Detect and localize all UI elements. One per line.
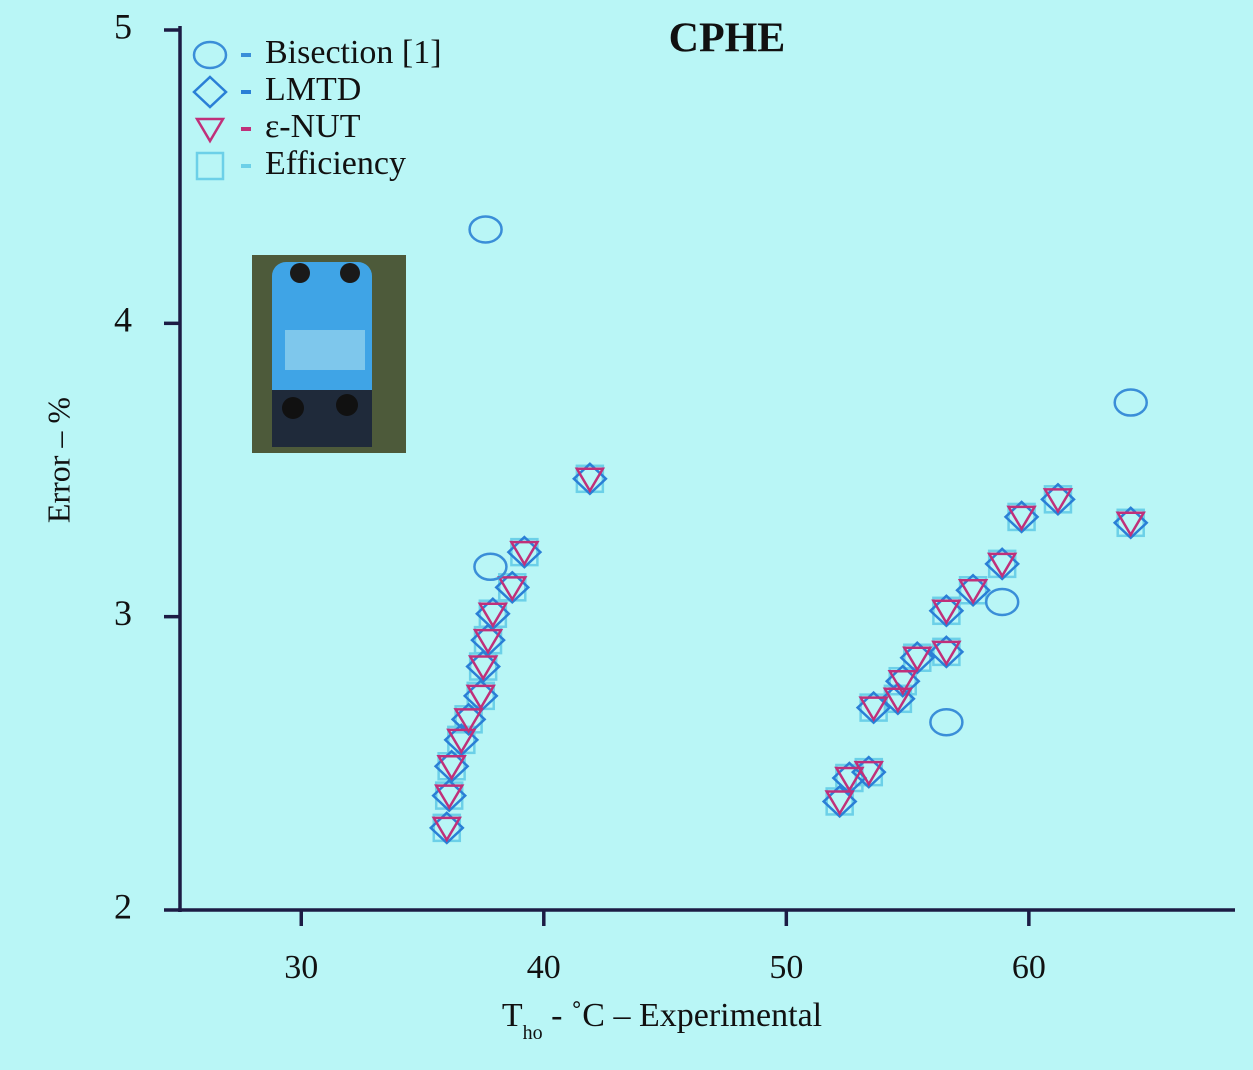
point	[984, 587, 1020, 617]
x-tick-label: 60	[1012, 949, 1046, 986]
point	[477, 602, 509, 629]
y-tick-label: 2	[114, 886, 132, 926]
point	[465, 684, 496, 711]
point	[431, 816, 462, 843]
photo-inset	[252, 255, 406, 453]
point	[957, 579, 989, 605]
point	[509, 540, 540, 567]
point	[446, 728, 477, 755]
point	[468, 215, 503, 244]
point	[1006, 505, 1037, 532]
x-axis-label: Tho - ˚C – Experimental	[502, 997, 822, 1044]
point	[931, 599, 962, 626]
legend-label: LMTD	[265, 71, 361, 108]
chart-title: CPHE	[669, 16, 786, 62]
point	[887, 669, 918, 696]
y-tick-label: 5	[114, 6, 132, 46]
x-tick-label: 50	[769, 949, 803, 986]
x-tick-label: 40	[527, 949, 561, 986]
point	[453, 708, 484, 734]
legend-label: Bisection [1]	[265, 34, 442, 71]
point	[434, 784, 465, 811]
y-tick-label: 4	[114, 300, 132, 340]
point	[473, 552, 508, 582]
point	[858, 696, 889, 723]
legend-marker	[192, 75, 228, 109]
point	[824, 790, 855, 816]
point	[1113, 388, 1148, 417]
point	[1042, 488, 1074, 514]
point	[436, 755, 467, 781]
point	[472, 628, 504, 655]
legend-marker	[194, 117, 226, 144]
legend-label: ε-NUT	[265, 108, 361, 145]
point	[497, 576, 528, 602]
point	[902, 646, 933, 673]
point	[931, 640, 962, 667]
point	[834, 766, 865, 793]
legend-marker	[192, 40, 228, 70]
point	[986, 552, 1018, 579]
x-tick-label: 30	[284, 949, 318, 986]
point	[574, 467, 606, 494]
point	[882, 687, 914, 714]
legend-marker	[195, 151, 225, 181]
x-label-main: T	[502, 997, 523, 1034]
point	[853, 760, 884, 787]
y-axis-label: Error – %	[40, 397, 76, 523]
legend-label: Efficiency	[265, 145, 406, 182]
y-tick-label: 3	[114, 593, 132, 633]
point	[929, 708, 964, 737]
point	[467, 655, 499, 681]
x-label-sub: ho	[523, 1022, 543, 1044]
point	[1115, 511, 1146, 538]
x-label-rest: - ˚C – Experimental	[543, 997, 822, 1034]
